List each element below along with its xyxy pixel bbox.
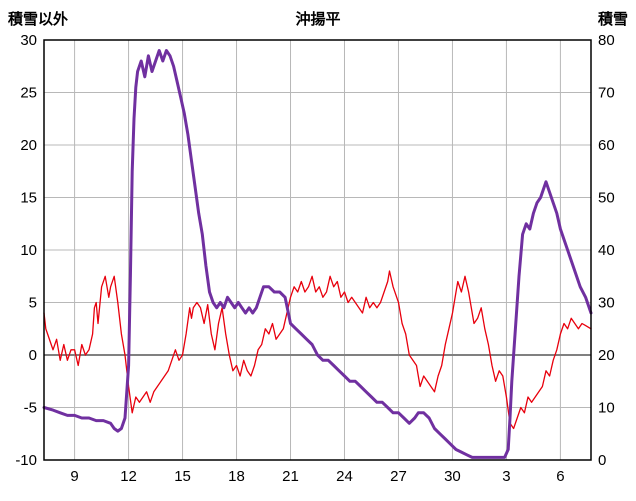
- x-axis-tick-label: 24: [336, 468, 353, 485]
- right-axis-tick-label: 40: [598, 242, 615, 259]
- right-axis-title: 積雪: [597, 11, 628, 28]
- right-axis-tick-label: 70: [598, 85, 615, 102]
- left-axis-tick-label: -5: [24, 400, 37, 417]
- right-axis-tick-label: 60: [598, 137, 615, 154]
- right-axis-tick-label: 80: [598, 32, 615, 49]
- left-axis-title: 積雪以外: [8, 11, 69, 28]
- x-axis-tick-label: 15: [174, 468, 191, 485]
- left-axis-tick-label: 5: [29, 295, 37, 312]
- left-axis-tick-label: 15: [20, 190, 37, 207]
- x-axis-tick-label: 18: [228, 468, 245, 485]
- right-axis-tick-label: 50: [598, 190, 615, 207]
- x-axis-tick-label: 9: [70, 468, 78, 485]
- x-axis-tick-label: 30: [444, 468, 461, 485]
- x-axis-tick-label: 12: [120, 468, 137, 485]
- left-axis-tick-label: 30: [20, 32, 37, 49]
- x-axis-tick-label: 6: [556, 468, 564, 485]
- x-axis-tick-label: 3: [502, 468, 510, 485]
- left-axis-tick-label: 10: [20, 242, 37, 259]
- plot-border: [43, 39, 592, 461]
- left-axis-tick-label: 25: [20, 85, 37, 102]
- right-axis-tick-label: 10: [598, 400, 615, 417]
- right-axis-tick-label: 20: [598, 347, 615, 364]
- right-axis-tick-label: 30: [598, 295, 615, 312]
- left-axis-tick-label: 20: [20, 137, 37, 154]
- temperature-line: [43, 270, 592, 430]
- x-axis-tick-label: 27: [390, 468, 407, 485]
- left-axis-tick-label: -10: [15, 452, 37, 469]
- right-axis-tick-label: 0: [598, 452, 606, 469]
- x-axis-tick-label: 21: [282, 468, 299, 485]
- left-axis-tick-label: 0: [29, 347, 37, 364]
- snow-depth-line: [42, 49, 593, 459]
- chart-title: 沖揚平: [295, 11, 341, 28]
